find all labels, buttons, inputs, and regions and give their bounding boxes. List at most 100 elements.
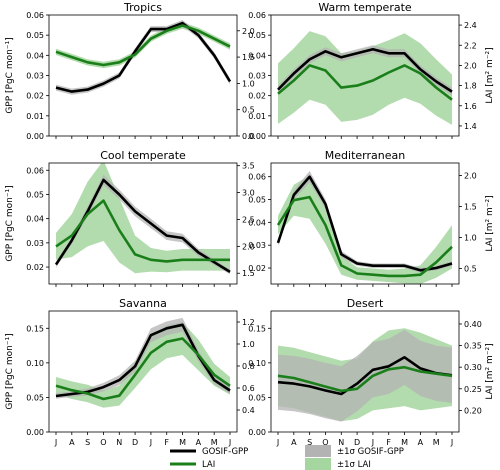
y-tick-label-right: 2.0 <box>242 242 255 251</box>
x-tick-label: M <box>179 438 186 447</box>
y-tick-label-right: 1.0 <box>464 233 477 242</box>
y-tick-label-left: 0.10 <box>248 359 266 368</box>
gpp-line <box>277 355 453 396</box>
x-tick-label: D <box>354 438 360 447</box>
lai-line <box>55 337 231 401</box>
y-tick-label-left: 0.10 <box>26 359 44 368</box>
y-tick-label-left: 0.03 <box>248 241 266 250</box>
x-tick-label: M <box>401 438 408 447</box>
y-tick-label-right: 1.2 <box>242 318 255 327</box>
x-tick-label: J <box>276 438 279 447</box>
x-tick-label: O <box>322 438 328 447</box>
y-tick-label-right: 0.30 <box>464 363 482 372</box>
y-tick-label-left: 0.05 <box>26 190 44 199</box>
y-tick-label-right: 0.6 <box>242 384 255 393</box>
y-tick-label-left: 0.00 <box>26 132 44 141</box>
panel-0: Tropics 0.00 0.01 0.02 0.03 0.04 0.05 0.06 0.0 0.… <box>5 1 255 141</box>
panel-title: Tropics <box>123 1 162 14</box>
y-tick-label-right: 2.0 <box>464 171 477 180</box>
x-tick-label: J <box>450 438 453 447</box>
y-tick-label-right: 1.6 <box>464 102 477 111</box>
x-tick-label: D <box>132 438 138 447</box>
y-tick-label-left: 0.02 <box>248 264 266 273</box>
y-tick-label-left: 0.05 <box>248 393 266 402</box>
y-tick-label-right: 0.40 <box>464 320 482 329</box>
y-axis-label-right: LAI [m² m⁻²] <box>485 195 495 251</box>
lai-line <box>277 64 453 101</box>
gpp-band <box>56 317 230 399</box>
y-tick-label-left: 0.05 <box>26 31 44 40</box>
x-tick-label: O <box>100 438 106 447</box>
y-tick-label-left: 0.03 <box>248 72 266 81</box>
y-tick-label-right: 1.5 <box>242 269 255 278</box>
y-tick-label-left: 0.04 <box>26 215 44 224</box>
panel-2: Cool temperate 0.02 0.03 0.04 0.05 0.06 1.5 2.0… <box>5 149 255 287</box>
y-tick-label-right: 2.0 <box>464 61 477 70</box>
y-tick-label-right: 2.2 <box>464 41 477 50</box>
lai-line <box>276 195 453 278</box>
x-tick-label: A <box>291 438 297 447</box>
gpp-line <box>276 175 453 272</box>
x-tick-label: J <box>54 438 57 447</box>
y-tick-label-right: 1.0 <box>242 79 255 88</box>
x-tick-label: S <box>307 438 312 447</box>
panel-title: Warm temperate <box>318 1 412 14</box>
x-tick-label: N <box>116 438 122 447</box>
y-tick-label-left: 0.15 <box>26 324 44 333</box>
x-tick-label: A <box>69 438 75 447</box>
y-tick-label-left: 0.01 <box>26 112 44 121</box>
gpp-band <box>278 171 452 273</box>
panel-title: Mediterranean <box>325 149 405 162</box>
y-tick-label-right: 2.4 <box>464 21 477 30</box>
y-tick-label-left: 0.00 <box>248 132 266 141</box>
gpp-line <box>55 21 232 93</box>
lai-line <box>55 199 230 263</box>
y-tick-label-right: 1.5 <box>464 202 477 211</box>
y-tick-label-right: 1.8 <box>464 82 477 91</box>
panel-4: Savanna 0.00 0.05 0.10 0.15 0.4 0.6 0.8 1.0 1.2 J A… <box>5 297 255 447</box>
panel-3: Mediterranean 0.02 0.03 0.04 0.05 0.06 0.5 1.0 1… <box>248 149 495 287</box>
y-tick-label-left: 0.03 <box>26 72 44 81</box>
x-tick-label: M <box>433 438 440 447</box>
y-tick-label-left: 0.06 <box>26 11 44 20</box>
y-tick-label-right: 0.8 <box>242 362 255 371</box>
y-tick-label-left: 0.04 <box>248 51 266 60</box>
panel-title: Desert <box>347 297 384 310</box>
x-tick-label: S <box>85 438 90 447</box>
plot-area <box>276 171 453 284</box>
legend-gpp-band-label: ±1σ GOSIF-GPP <box>337 447 404 457</box>
y-tick-label-left: 0.01 <box>248 112 266 121</box>
gpp-line <box>277 47 453 93</box>
y-tick-label-right: 0.35 <box>464 342 482 351</box>
y-tick-label-left: 0.05 <box>248 31 266 40</box>
y-tick-label-right: 0.0 <box>242 132 255 141</box>
x-tick-label: F <box>164 438 169 447</box>
panel-5: Desert 0.00 0.05 0.10 0.15 0.20 0.25 0.30 0.35 0.… <box>248 297 495 447</box>
x-tick-label: A <box>196 438 202 447</box>
y-tick-label-right: 0.4 <box>242 406 255 415</box>
y-tick-label-left: 0.05 <box>26 393 44 402</box>
lai-line <box>55 24 231 67</box>
y-tick-label-left: 0.03 <box>26 239 44 248</box>
x-tick-label: J <box>228 438 231 447</box>
y-tick-label-right: 0.5 <box>242 106 255 115</box>
x-tick-label: J <box>149 438 152 447</box>
y-tick-label-right: 1.4 <box>464 122 477 131</box>
legend-lai-label: LAI <box>202 460 215 470</box>
plot-frame <box>48 310 238 433</box>
plot-frame <box>270 162 460 285</box>
y-tick-label-right: 1.5 <box>242 53 255 62</box>
x-tick-label: N <box>338 438 344 447</box>
y-tick-label-right: 2.0 <box>242 27 255 36</box>
y-tick-label-right: 0.25 <box>464 385 482 394</box>
legend-lai-band-swatch <box>305 458 331 470</box>
y-axis-label-right: LAI [m² m⁻²] <box>485 343 495 399</box>
x-tick-label: A <box>418 438 424 447</box>
plot-frame <box>48 162 238 285</box>
y-tick-label-left: 0.06 <box>248 11 266 20</box>
legend-gpp-band-swatch <box>305 445 331 457</box>
y-tick-label-left: 0.04 <box>248 218 266 227</box>
y-tick-label-left: 0.02 <box>26 263 44 272</box>
y-tick-label-right: 0.20 <box>464 406 482 415</box>
